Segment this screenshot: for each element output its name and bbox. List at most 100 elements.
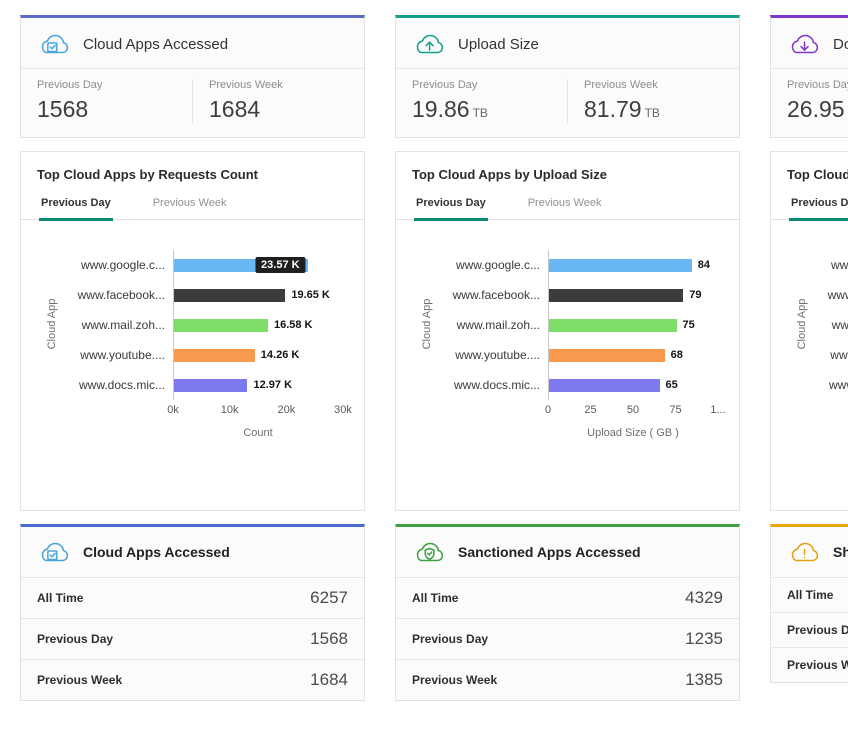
stat-value: 81.79 TB bbox=[584, 96, 660, 122]
cloud-upload-icon bbox=[412, 31, 446, 57]
stat-previous-week: Previous Week 1684 bbox=[192, 79, 364, 123]
chart-row: www.facebook... 19.65 K bbox=[37, 280, 348, 310]
card-title: Cloud Apps Accessed bbox=[83, 35, 229, 53]
row-label: Previous Week bbox=[787, 658, 848, 672]
x-axis: 0k 10k 20k 30k bbox=[167, 404, 352, 419]
bar-chart-requests-count: Cloud App www.google.c... 23.57 K www.faceb… bbox=[37, 250, 352, 439]
bar[interactable] bbox=[549, 288, 684, 302]
cloud-download-icon bbox=[787, 31, 821, 57]
card-title: Download Size bbox=[833, 35, 848, 53]
chart-row: www.google.c... 23.57 K bbox=[37, 250, 348, 280]
x-axis-title: Upload Size ( GB ) bbox=[587, 427, 679, 439]
category-label: www.mail.zoh... bbox=[456, 318, 540, 332]
row-value: 4329 bbox=[685, 588, 723, 607]
tab-previous-day[interactable]: Previous Day bbox=[414, 193, 488, 221]
stat-unit: TB bbox=[472, 106, 488, 120]
category-label: www.mail.zoh... bbox=[81, 318, 165, 332]
chart-row: www.docs.mic... 12.97 K bbox=[37, 370, 348, 400]
category-label: www.google.c... bbox=[455, 258, 540, 272]
category-label: www.google.c... bbox=[80, 258, 165, 272]
stat-value: 1568 bbox=[37, 96, 89, 122]
bar[interactable] bbox=[174, 348, 255, 362]
bar[interactable] bbox=[174, 378, 248, 392]
card-header: Cloud Apps Accessed bbox=[21, 18, 364, 69]
category-label: www.docs.mic... bbox=[453, 378, 540, 392]
row-label: Previous Day bbox=[787, 623, 848, 637]
category-label: www.youtube.... bbox=[455, 348, 540, 362]
stat-card-download-size: Download Size Previous Day 26.95 Previou… bbox=[770, 15, 848, 138]
stat-card-upload-size: Upload Size Previous Day 19.86 TB Previou… bbox=[395, 15, 740, 138]
chart-title: Top Cloud Apps by Requests Count bbox=[37, 167, 258, 182]
card-header: Sanctioned Apps Accessed bbox=[396, 527, 739, 578]
bar[interactable] bbox=[174, 318, 268, 332]
sanctioned-cloud-shield-icon bbox=[412, 539, 446, 565]
bar[interactable] bbox=[549, 318, 677, 332]
summary-card-sanctioned-apps: Sanctioned Apps Accessed All Time 4329 P… bbox=[395, 524, 740, 701]
stat-label: Previous Day bbox=[787, 79, 848, 91]
chart-row: www.google.c... 84 bbox=[412, 250, 723, 280]
x-tick-label: 1... bbox=[710, 404, 726, 416]
summary-row-previous-week: Previous Week bbox=[771, 648, 848, 682]
row-label: All Time bbox=[787, 588, 834, 602]
tab-previous-week[interactable]: Previous Week bbox=[152, 197, 227, 209]
tab-previous-day[interactable]: Previous Day bbox=[789, 193, 848, 221]
stat-split: Previous Day 1568 Previous Week 1684 bbox=[21, 69, 364, 137]
x-tick-label: 20k bbox=[277, 404, 296, 416]
stat-label: Previous Week bbox=[584, 79, 658, 91]
plot-area: 79 bbox=[548, 280, 718, 310]
stat-value: 26.95 bbox=[787, 96, 845, 122]
x-axis: 0 25 50 75 1... bbox=[545, 404, 726, 419]
row-label: Previous Day bbox=[412, 632, 489, 646]
plot-area: 12.97 K bbox=[173, 370, 343, 400]
x-tick-label: 30k bbox=[334, 404, 352, 416]
category-label: www.docs.mic... bbox=[828, 378, 848, 392]
plot-area: 84 bbox=[548, 250, 718, 280]
category-label: www.google.c... bbox=[830, 258, 848, 272]
plot-area: 14.26 K bbox=[173, 340, 343, 370]
category-label: www.mail.zoh... bbox=[831, 318, 848, 332]
bar[interactable] bbox=[174, 288, 286, 302]
chart-row: www.facebook... 79 bbox=[412, 280, 723, 310]
bar-value-label: 12.97 K bbox=[253, 379, 293, 391]
chart-row: www.youtube.... 14.26 K bbox=[37, 340, 348, 370]
row-value: 1568 bbox=[310, 629, 348, 648]
category-label: www.youtube.... bbox=[830, 348, 848, 362]
chart-card-download-size: Top Cloud Apps by Download Size Previous… bbox=[770, 151, 848, 511]
row-value: 1684 bbox=[310, 670, 348, 689]
cloud-apps-icon bbox=[37, 31, 71, 57]
chart-row: www.docs.mic... 65 bbox=[412, 370, 723, 400]
summary-row-previous-day: Previous Day 1235 bbox=[396, 619, 739, 660]
stat-value: 19.86 TB bbox=[412, 96, 488, 122]
stat-split: Previous Day 26.95 Previous Week bbox=[771, 69, 848, 137]
chart-row: www.mail.zoh... 16.58 K bbox=[37, 310, 348, 340]
bar-value-label: 14.26 K bbox=[260, 349, 300, 361]
summary-card-shadow-apps: Shadow Apps Accessed All Time Previous D… bbox=[770, 524, 848, 683]
tab-previous-week[interactable]: Previous Week bbox=[527, 197, 602, 209]
bar[interactable] bbox=[549, 378, 660, 392]
tab-bar: Previous Day Previous Week bbox=[771, 193, 848, 221]
bar[interactable] bbox=[549, 348, 665, 362]
card-title: Sanctioned Apps Accessed bbox=[458, 544, 641, 560]
plot-area: 16.58 K bbox=[173, 310, 343, 340]
tab-bar: Previous Day Previous Week bbox=[21, 193, 364, 221]
stat-unit: TB bbox=[644, 106, 660, 120]
row-value: 6257 bbox=[310, 588, 348, 607]
chart-row: www.google.c...84 bbox=[787, 250, 848, 280]
stat-previous-week: Previous Week 81.79 TB bbox=[567, 79, 739, 123]
bar[interactable] bbox=[549, 258, 692, 272]
row-label: Previous Week bbox=[37, 673, 123, 687]
cloud-apps-icon bbox=[37, 539, 71, 565]
row-value: 1385 bbox=[685, 670, 723, 689]
tab-previous-day[interactable]: Previous Day bbox=[39, 193, 113, 221]
row-value: 1235 bbox=[685, 629, 723, 648]
y-axis-title: Cloud App bbox=[421, 298, 433, 350]
bar-chart-upload-size: Cloud App www.google.c... 84 www.facebook..… bbox=[412, 250, 726, 439]
stat-label: Previous Day bbox=[412, 79, 478, 91]
category-label: www.facebook... bbox=[827, 288, 848, 302]
row-label: Previous Week bbox=[412, 673, 498, 687]
stat-split: Previous Day 19.86 TB Previous Week 81.79… bbox=[396, 69, 739, 137]
summary-row-previous-day: Previous Day bbox=[771, 613, 848, 648]
x-axis-title: Count bbox=[243, 427, 273, 439]
y-axis-title: Cloud App bbox=[796, 298, 808, 350]
row-label: All Time bbox=[37, 591, 84, 605]
